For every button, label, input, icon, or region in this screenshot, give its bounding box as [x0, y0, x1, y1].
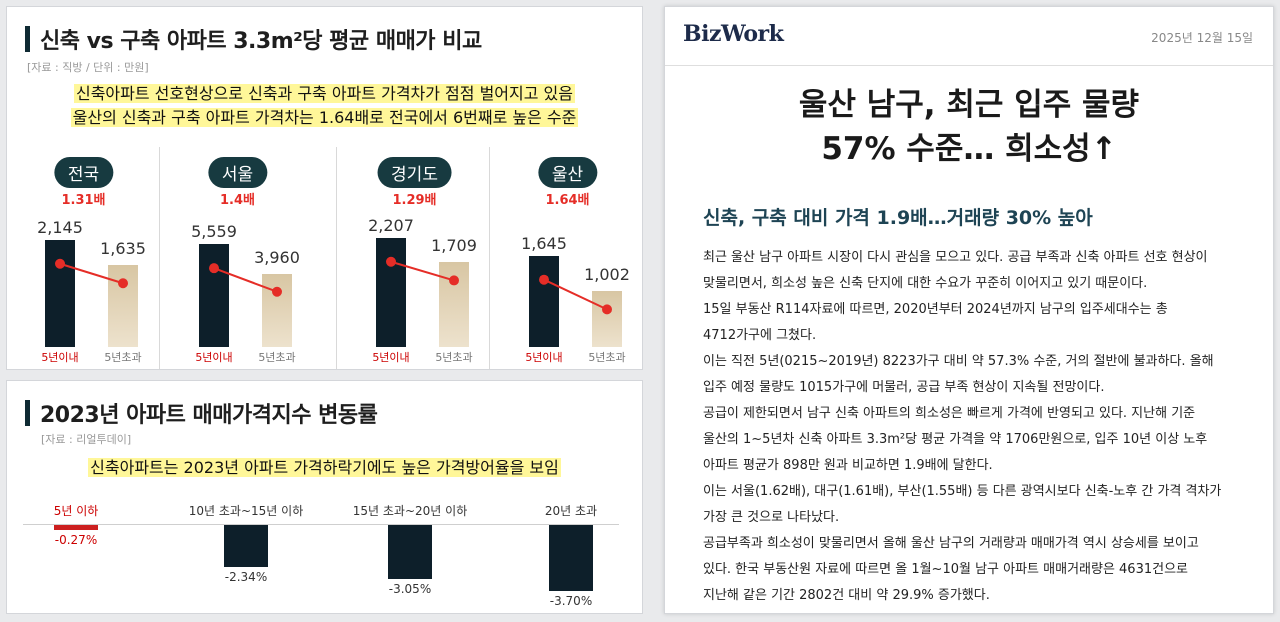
x-label-new: 5년이내: [372, 351, 410, 364]
dot-old: [272, 286, 282, 297]
dot-old: [602, 304, 612, 315]
region-column: 울산 1.64배 1,645 1,002 5년이내 5년초과: [491, 147, 644, 369]
value-old: 3,960: [254, 247, 300, 267]
category-label: 10년 초과~15년 이하: [188, 504, 304, 518]
article-line: 아파트 평균가 898만 원과 비교하면 1.9배에 달한다.: [703, 458, 993, 473]
article-headline: 울산 남구, 최근 입주 물량 57% 수준… 희소성↑: [798, 87, 1140, 167]
ratio-label: 1.29배: [392, 193, 437, 208]
category-label: 20년 초과: [544, 504, 598, 518]
category-label: 5년 이하: [53, 504, 99, 518]
value-label: -3.05%: [388, 582, 432, 597]
value-new: 2,207: [368, 215, 414, 235]
panel1-highlight-1: 신축아파트 선호현상으로 신축과 구축 아파트 가격차가 점점 벌어지고 있음: [73, 84, 575, 103]
article-line: 이는 직전 5년(0215~2019년) 8223가구 대비 약 57.3% 수…: [703, 354, 1214, 369]
panel1-source: [자료 : 직방 / 단위 : 만원]: [27, 61, 149, 74]
panel1-highlight-2: 울산의 신축과 구축 아파트 가격차는 1.64배로 전국에서 6번째로 높은 …: [70, 108, 579, 127]
article-line: 공급이 제한되면서 남구 신축 아파트의 희소성은 빠르게 가격에 반영되고 있…: [703, 406, 1196, 421]
x-label-new: 5년이내: [41, 351, 79, 364]
panel2-title: 2023년 아파트 매매가격지수 변동률: [25, 397, 378, 429]
value-label: -3.70%: [549, 593, 593, 608]
connector-line: [59, 262, 124, 285]
value-new: 5,559: [191, 222, 237, 242]
region-pill: 경기도: [377, 157, 452, 188]
article-body: 최근 울산 남구 아파트 시장이 다시 관심을 모으고 있다. 공급 부족과 신…: [703, 245, 1263, 609]
bar-new: [376, 237, 406, 347]
dot-new: [209, 263, 219, 274]
trend-line: [386, 256, 459, 286]
dot-new: [55, 258, 65, 269]
dot-old: [449, 275, 459, 286]
article-line: 맞물리면서, 희소성 높은 신축 단지에 대한 수요가 꾸준히 이어지고 있기 …: [703, 276, 1148, 291]
index-bar: [388, 525, 432, 580]
column-separator: [489, 147, 490, 369]
panel2-highlight: 신축아파트는 2023년 아파트 가격하락기에도 높은 가격방어율을 보임: [88, 458, 561, 477]
value-old: 1,709: [431, 236, 477, 256]
connector-line: [543, 278, 608, 311]
news-article: BizWork 2025년 12월 15일 울산 남구, 최근 입주 물량 57…: [664, 6, 1274, 614]
header-divider: [665, 65, 1273, 66]
dot-new: [539, 274, 549, 285]
panel2-source: [자료 : 리얼투데이]: [41, 433, 132, 446]
bar-new: [199, 244, 229, 347]
bar-old: [262, 273, 292, 347]
article-date: 2025년 12월 15일: [1151, 31, 1253, 45]
region-pill: 울산: [537, 157, 598, 188]
x-label-new: 5년이내: [195, 351, 233, 364]
trend-line: [209, 263, 282, 297]
article-line: 15일 부동산 R114자료에 따르면, 2020년부터 2024년까지 남구의…: [703, 302, 1168, 317]
x-label-old: 5년초과: [258, 351, 296, 364]
x-label-old: 5년초과: [104, 351, 142, 364]
value-old: 1,635: [100, 239, 146, 259]
index-bar: [549, 525, 593, 591]
panel1-title: 신축 vs 구축 아파트 3.3m²당 평균 매매가 비교: [25, 23, 482, 55]
article-line: 가장 큰 것으로 나타났다.: [703, 510, 840, 525]
ratio-label: 1.64배: [545, 193, 590, 208]
article-line: 최근 울산 남구 아파트 시장이 다시 관심을 모으고 있다. 공급 부족과 신…: [703, 250, 1208, 265]
x-label-old: 5년초과: [435, 351, 473, 364]
dot-new: [386, 256, 396, 267]
index-bar: [224, 525, 268, 567]
value-old: 1,002: [584, 265, 630, 285]
region-column: 전국 1.31배 2,145 1,635 5년이내 5년초과: [7, 147, 160, 369]
trend-line: [55, 258, 128, 289]
value-new: 1,645: [521, 233, 567, 253]
column-separator: [336, 147, 337, 369]
article-line: 있다. 한국 부동산원 자료에 따르면 올 1월~10월 남구 아파트 매매거래…: [703, 562, 1189, 577]
category-label: 15년 초과~20년 이하: [352, 504, 468, 518]
index-change-panel: 2023년 아파트 매매가격지수 변동률 [자료 : 리얼투데이] 신축아파트는…: [6, 380, 643, 614]
region-pill: 전국: [53, 157, 114, 188]
article-line: 공급부족과 희소성이 맞물리면서 올해 울산 남구의 거래량과 매매가격 역시 …: [703, 536, 1199, 551]
x-label-old: 5년초과: [588, 351, 626, 364]
article-line: 4712가구에 그쳤다.: [703, 328, 817, 343]
article-subheadline: 신축, 구축 대비 가격 1.9배…거래량 30% 높아: [703, 207, 1093, 229]
column-separator: [159, 147, 160, 369]
bar-new: [45, 239, 75, 347]
ratio-label: 1.31배: [61, 193, 106, 208]
ratio-label: 1.4배: [220, 193, 255, 208]
zero-axis: [23, 524, 619, 525]
bar-new: [529, 255, 559, 347]
bizwork-logo[interactable]: BizWork: [683, 21, 784, 47]
index-bar: [54, 525, 98, 530]
x-label-new: 5년이내: [525, 351, 563, 364]
article-line: 이는 서울(1.62배), 대구(1.61배), 부산(1.55배) 등 다른 …: [703, 484, 1222, 499]
bar-old: [592, 291, 622, 347]
dot-old: [118, 278, 128, 289]
connector-line: [390, 260, 455, 282]
article-line: 울산의 1~5년차 신축 아파트 3.3m²당 평균 가격을 약 1706만원으…: [703, 432, 1208, 447]
trend-line: [539, 274, 612, 315]
connector-line: [213, 267, 278, 293]
article-line: 지난해 같은 기간 2802건 대비 약 29.9% 증가했다.: [703, 588, 990, 603]
value-new: 2,145: [37, 217, 83, 237]
region-column: 경기도 1.29배 2,207 1,709 5년이내 5년초과: [338, 147, 491, 369]
value-label: -0.27%: [54, 532, 98, 547]
value-label: -2.34%: [224, 569, 268, 584]
price-comparison-panel: 신축 vs 구축 아파트 3.3m²당 평균 매매가 비교 [자료 : 직방 /…: [6, 6, 643, 370]
article-line: 입주 예정 물량도 1015가구에 머물러, 공급 부족 현상이 지속될 전망이…: [703, 380, 1105, 395]
region-pill: 서울: [207, 157, 268, 188]
region-column: 서울 1.4배 5,559 3,960 5년이내 5년초과: [161, 147, 314, 369]
